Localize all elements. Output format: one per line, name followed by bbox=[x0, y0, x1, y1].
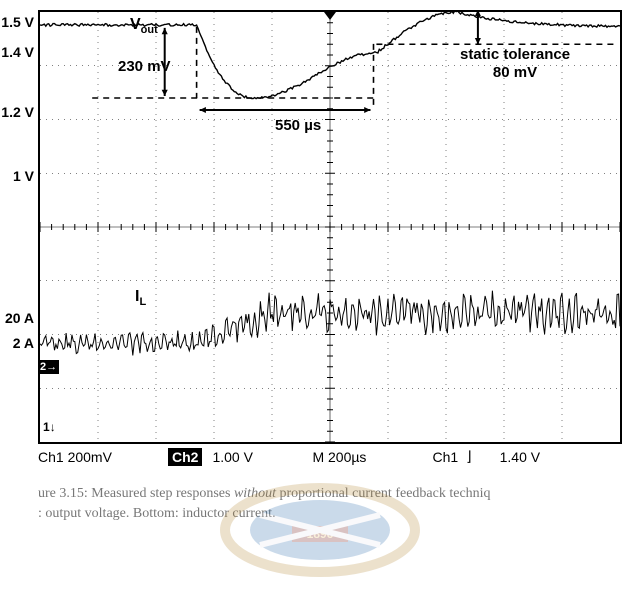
ylabel-1p4v: 1.4 V bbox=[0, 44, 34, 60]
ch2-scale: 1.00 V bbox=[202, 449, 292, 465]
trigger-edge-icon: ⌋ bbox=[458, 449, 479, 466]
ylabel-1p2v: 1.2 V bbox=[0, 104, 34, 120]
timebase: M 200µs bbox=[292, 449, 422, 465]
figure-caption: ure 3.15: Measured step responses withou… bbox=[38, 484, 618, 523]
ylabel-2a: 2 A bbox=[0, 335, 34, 351]
trigger-level: 1.40 V bbox=[480, 449, 540, 465]
ch1-scale: Ch1 200mV bbox=[38, 449, 168, 465]
tolerance-annotation: static tolerance 80 mV bbox=[460, 46, 570, 82]
scope-readout-bar: Ch1 200mV Ch2 1.00 V M 200µs Ch1 ⌋ 1.40 … bbox=[38, 444, 618, 466]
vout-label: Vout bbox=[130, 16, 158, 36]
ylabel-20a: 20 A bbox=[0, 310, 34, 326]
figure-container: 1.5 V 1.4 V 1.2 V 1 V 20 A 2 A 2→ 1↓ Vou… bbox=[10, 10, 618, 523]
trigger-src: Ch1 bbox=[422, 449, 458, 465]
drop-annotation: 230 mV bbox=[118, 58, 171, 75]
width-annotation: 550 µs bbox=[275, 117, 321, 134]
ylabel-1p5v: 1.5 V bbox=[0, 14, 34, 30]
il-label: IL bbox=[135, 288, 146, 308]
svg-text:1896: 1896 bbox=[307, 527, 334, 541]
oscilloscope-screen: 2→ 1↓ Vout 230 mV 550 µs static toleranc… bbox=[38, 10, 622, 444]
ch2-badge: Ch2 bbox=[168, 448, 202, 466]
ylabel-1v: 1 V bbox=[0, 168, 34, 184]
